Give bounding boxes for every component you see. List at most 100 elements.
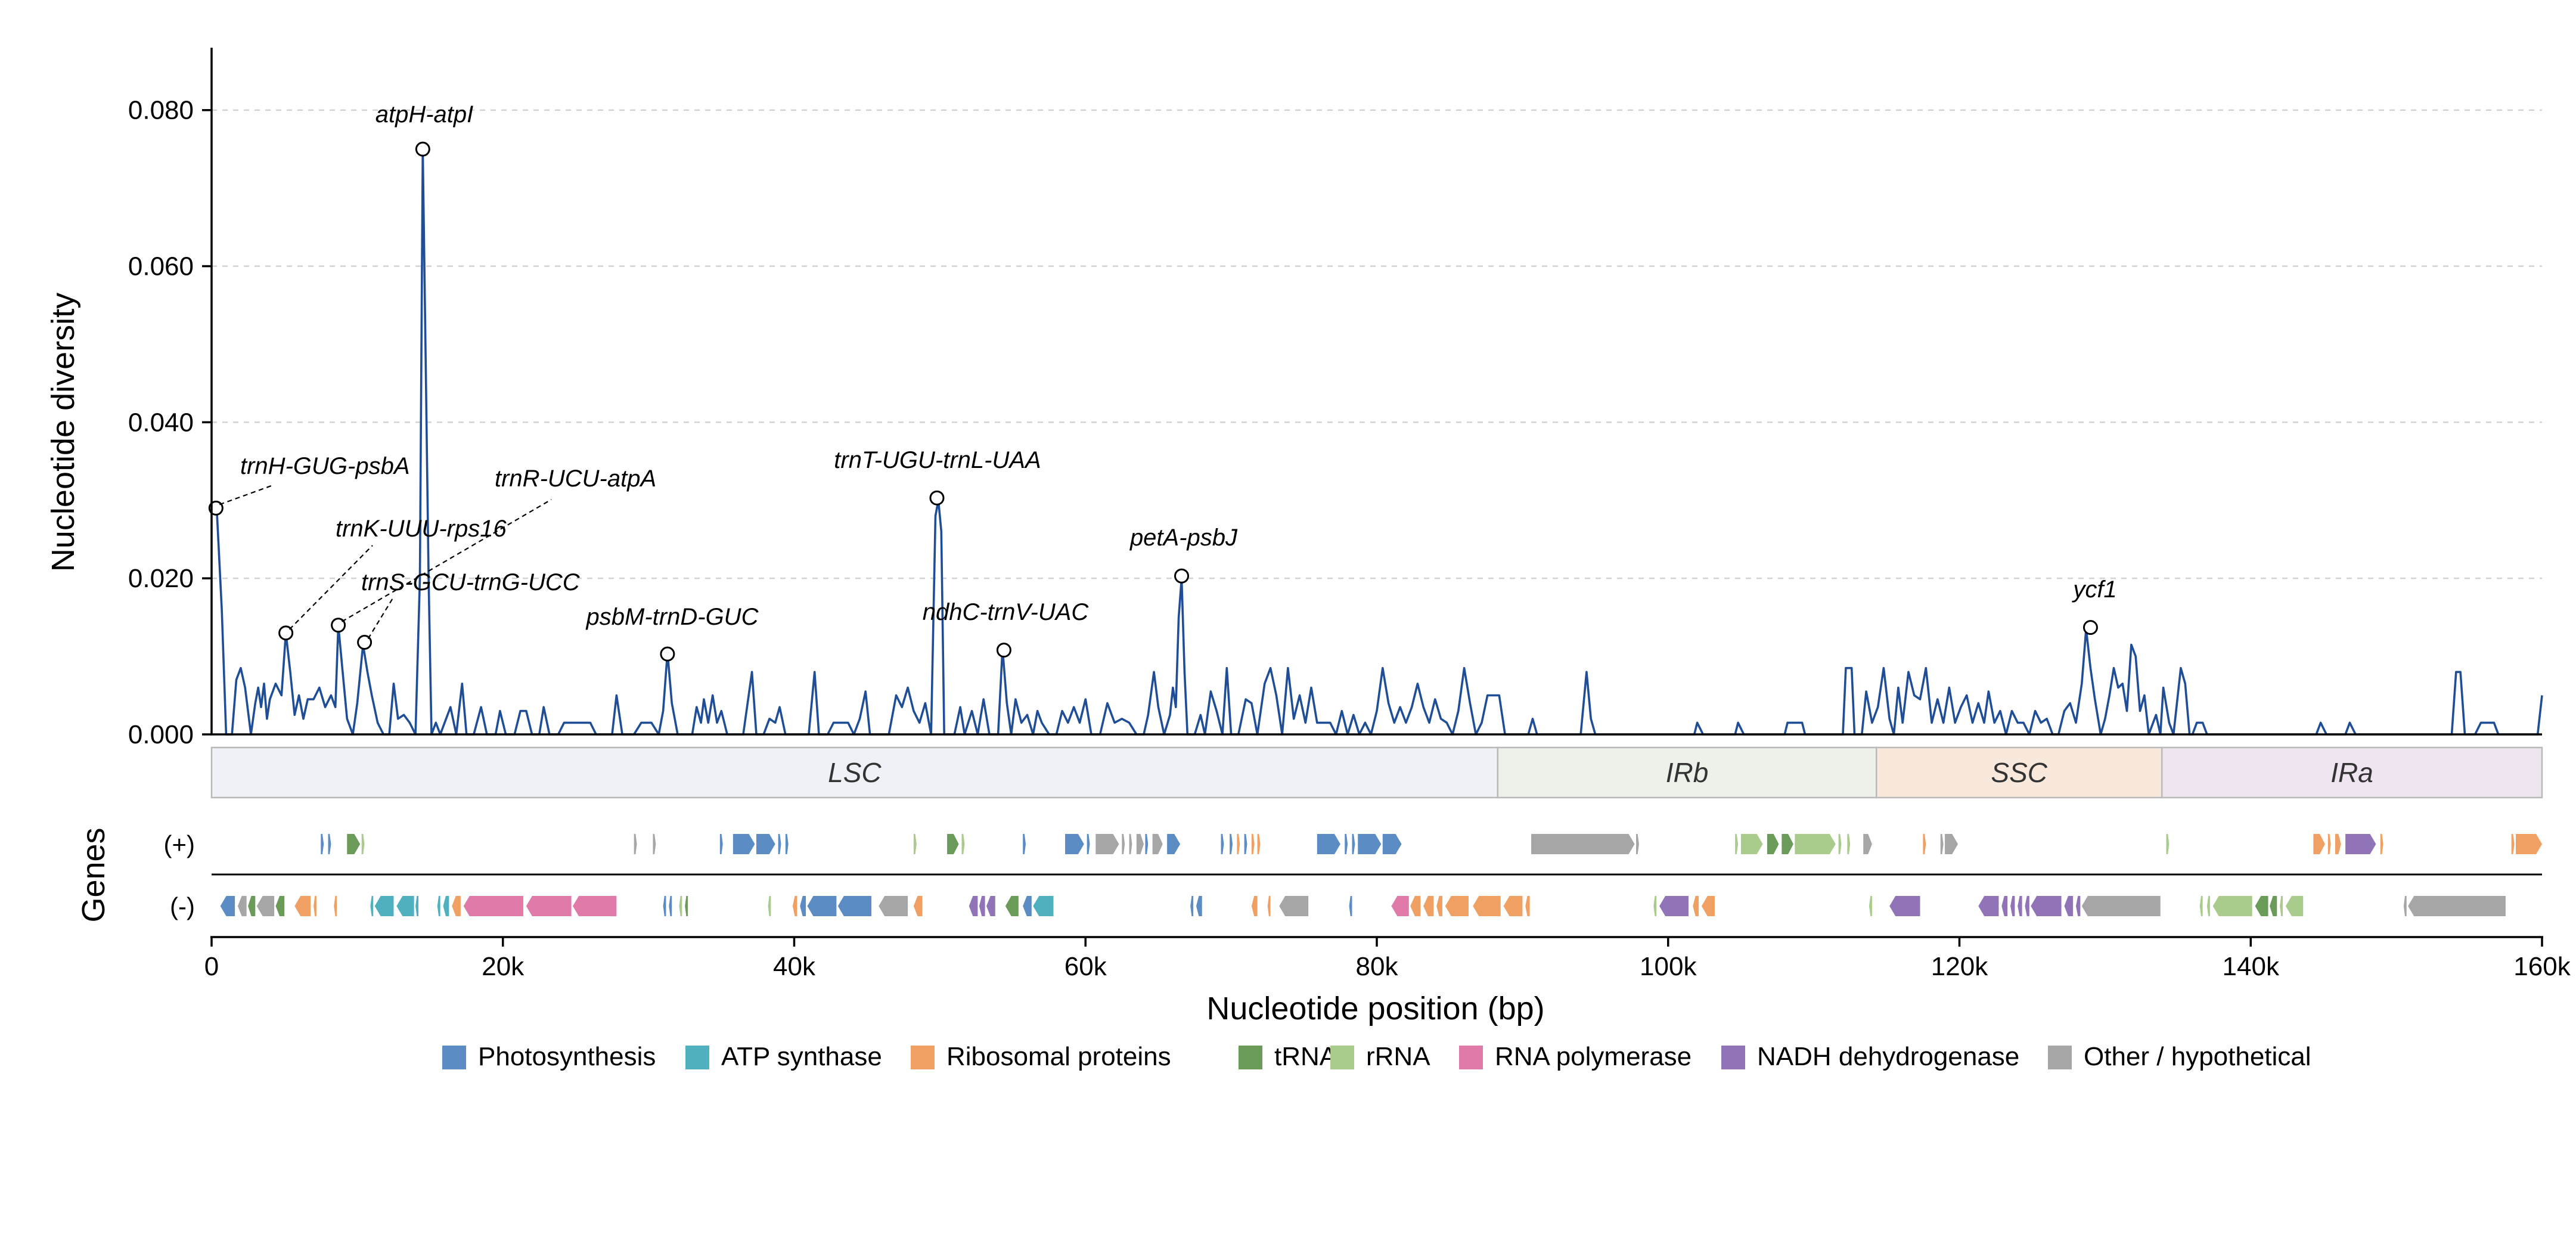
gene-arrow <box>2212 896 2252 916</box>
gene-arrow <box>1410 896 1421 916</box>
gene-arrow <box>1358 834 1382 854</box>
region-band <box>210 746 1499 799</box>
gene-arrow <box>314 896 316 916</box>
annotation-leader <box>288 545 373 630</box>
y-tick-label: 0.000 <box>128 720 194 749</box>
gene-arrow <box>2031 896 2062 916</box>
gene-arrow <box>653 834 656 854</box>
gene-arrow <box>685 896 688 916</box>
gene-arrow <box>1352 834 1355 854</box>
legend-swatch <box>911 1046 935 1069</box>
gene-arrow <box>2380 834 2383 854</box>
gene-arrow <box>1423 896 1434 916</box>
region-label: LSC <box>828 757 882 788</box>
gene-arrow <box>437 896 440 916</box>
gene-arrow <box>2206 896 2210 916</box>
gene-arrow <box>370 896 374 916</box>
gene-arrow <box>778 834 781 854</box>
gene-arrow <box>837 896 872 916</box>
peak-annotation-label: trnT-UGU-trnL-UAA <box>834 447 1041 473</box>
gene-arrow <box>768 896 771 916</box>
peak-annotation-label: trnR-UCU-atpA <box>495 466 656 492</box>
gene-arrow <box>2166 834 2170 854</box>
legend-label: Ribosomal proteins <box>946 1042 1171 1071</box>
gene-arrow <box>961 834 965 854</box>
gene-arrow <box>1317 834 1340 854</box>
peak-marker <box>331 618 346 633</box>
gene-arrow <box>2516 834 2542 854</box>
legend-label: Photosynthesis <box>478 1042 656 1071</box>
gene-arrow <box>2270 896 2277 916</box>
gene-arrow <box>1230 834 1233 854</box>
peak-marker <box>357 635 373 650</box>
genome-regions: LSC IRb SSC IRa <box>210 746 2543 799</box>
gene-arrow <box>2025 896 2029 916</box>
gene-arrow <box>1531 834 1635 854</box>
gene-arrow <box>2018 896 2022 916</box>
gene-arrow <box>1023 896 1032 916</box>
peak-marker <box>208 500 224 516</box>
gene-arrow <box>573 896 617 916</box>
legend-swatch <box>1721 1046 1745 1069</box>
gene-arrow <box>1923 834 1926 854</box>
gene-arrow <box>2076 896 2081 916</box>
gene-arrow <box>1244 834 1247 854</box>
gene-arrow <box>669 896 672 916</box>
gene-arrow <box>452 896 461 916</box>
gene-arrow <box>2255 896 2268 916</box>
gene-arrow <box>719 834 723 854</box>
gene-arrow <box>663 896 666 916</box>
gene-arrow <box>800 896 806 916</box>
gene-arrow <box>361 834 365 854</box>
gene-arrow <box>256 896 275 916</box>
gene-arrow <box>396 896 414 916</box>
gene-arrow <box>679 896 682 916</box>
peak-marker <box>929 490 945 505</box>
region-label: IRb <box>1666 757 1709 788</box>
gene-arrow <box>1940 834 1944 854</box>
gene-arrow <box>969 896 978 916</box>
gene-arrow <box>979 896 985 916</box>
peak-marker <box>996 643 1011 658</box>
legend-swatch <box>2048 1046 2072 1069</box>
peak-annotation-label: ndhC-trnV-UAC <box>923 599 1090 625</box>
y-axis-title: Nucleotide diversity <box>45 293 81 572</box>
gene-arrow <box>1345 834 1348 854</box>
gene-arrow <box>1767 834 1779 854</box>
gene-arrow <box>2327 834 2331 854</box>
gene-arrow <box>1145 834 1149 854</box>
strand-label: (-) <box>170 892 195 920</box>
gridlines <box>212 109 2542 579</box>
genes-track-title: Genes <box>76 827 111 922</box>
x-axis-title: Nucleotide position (bp) <box>1206 991 1544 1026</box>
gene-arrow <box>1023 834 1026 854</box>
gene-arrow <box>463 896 523 916</box>
x-tick-label: 60k <box>1064 952 1107 981</box>
gene-arrow <box>526 896 572 916</box>
x-tick-label: 20k <box>482 952 524 981</box>
peak-marker <box>415 141 430 157</box>
gene-arrow <box>1196 896 1202 916</box>
gene-arrow <box>1279 896 1309 916</box>
legend-label: ATP synthase <box>721 1042 882 1071</box>
gene-arrow <box>1129 834 1132 854</box>
gene-arrow <box>220 896 235 916</box>
gene-arrow <box>1659 896 1689 916</box>
legend: Photosynthesis ATP synthase Ribosomal prot… <box>442 1042 2311 1071</box>
gene-arrow <box>1978 896 1999 916</box>
gene-arrow <box>1065 834 1084 854</box>
legend-label: tRNA <box>1274 1042 1337 1071</box>
gene-arrow <box>2001 896 2008 916</box>
gene-arrow <box>1257 834 1261 854</box>
gene-arrow <box>2403 896 2407 916</box>
gene-arrow <box>879 896 908 916</box>
legend-label: NADH dehydrogenase <box>1757 1042 2019 1071</box>
gene-arrow <box>374 896 394 916</box>
gene-arrow <box>1445 896 1469 916</box>
gene-arrow <box>1152 834 1163 854</box>
gene-arrow <box>785 834 789 854</box>
gene-tracks: (+) (-) <box>164 830 2542 920</box>
gene-arrow <box>986 896 995 916</box>
x-axis: 0 20k 40k 60k 80k 100k 120k 140k 160k <box>204 936 2571 981</box>
